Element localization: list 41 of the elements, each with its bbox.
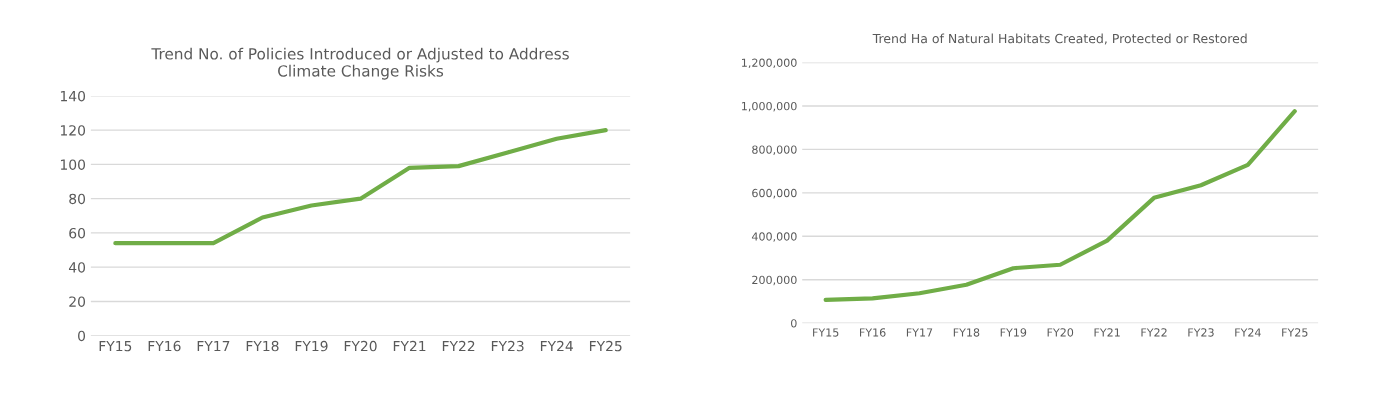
x-tick-label: FY19 (295, 340, 328, 352)
line-series (113, 128, 608, 246)
y-tick-label: 60 (69, 227, 86, 239)
x-tick-label: FY20 (1047, 328, 1074, 337)
x-tick-label: FY17 (906, 328, 933, 337)
x-tick-label: FY22 (1141, 328, 1167, 337)
y-tick-label: 120 (60, 125, 86, 136)
x-tick-label: FY21 (393, 340, 426, 352)
x-tick-label: FY15 (99, 340, 132, 352)
line-series (823, 109, 1297, 303)
y-tick-label: 40 (68, 262, 86, 273)
x-tick-label: FY20 (344, 340, 377, 352)
y-tick-label: 400,000 (751, 232, 797, 242)
x-tick-label: FY22 (442, 340, 475, 352)
y-tick-label: 1,000,000 (742, 101, 797, 112)
x-tick-label: FY24 (1235, 328, 1261, 337)
y-tick-label: 140 (60, 90, 86, 102)
chart-title: Trend Ha of Natural Habitats Created, Protected or Restored (872, 33, 1247, 45)
x-tick-label: FY23 (491, 340, 524, 352)
y-tick-label: 1,200,000 (742, 58, 797, 69)
y-tick-label: 20 (69, 296, 86, 307)
x-tick-label: FY21 (1094, 328, 1120, 337)
x-tick-label: FY18 (953, 328, 980, 337)
x-tick-label: FY25 (1282, 328, 1308, 337)
x-tick-label: FY16 (860, 328, 886, 337)
y-tick-label: 80 (69, 193, 86, 205)
x-tick-label: FY18 (246, 340, 279, 352)
x-tick-label: FY23 (1188, 328, 1214, 337)
x-tick-label: FY16 (148, 340, 181, 352)
y-tick-label: 0 (78, 330, 86, 342)
x-tick-label: FY19 (1000, 328, 1027, 337)
x-tick-label: FY24 (540, 340, 573, 352)
x-tick-label: FY17 (197, 340, 230, 352)
y-tick-label: 0 (791, 319, 797, 328)
x-tick-label: FY15 (813, 328, 839, 337)
y-tick-label: 100 (60, 159, 86, 170)
y-tick-label: 600,000 (752, 188, 797, 199)
x-tick-label: FY25 (589, 340, 622, 352)
y-tick-label: 200,000 (752, 275, 797, 286)
chart-title: Trend No. of Policies Introduced or Adjusted to Address Climate Change Risks (151, 47, 569, 80)
y-tick-label: 800,000 (752, 145, 797, 155)
